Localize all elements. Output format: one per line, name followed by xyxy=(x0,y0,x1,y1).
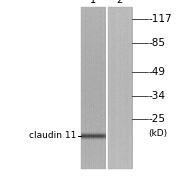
Text: -49: -49 xyxy=(148,67,165,77)
Text: (kD): (kD) xyxy=(148,129,168,138)
Text: -34: -34 xyxy=(148,91,165,101)
Text: -25: -25 xyxy=(148,114,165,124)
Text: 2: 2 xyxy=(117,0,123,5)
Text: claudin 11: claudin 11 xyxy=(29,131,76,140)
Bar xyxy=(108,7,132,169)
Bar xyxy=(81,7,105,169)
Text: -85: -85 xyxy=(148,38,165,48)
Text: -117: -117 xyxy=(148,14,172,24)
Text: 1: 1 xyxy=(90,0,96,5)
